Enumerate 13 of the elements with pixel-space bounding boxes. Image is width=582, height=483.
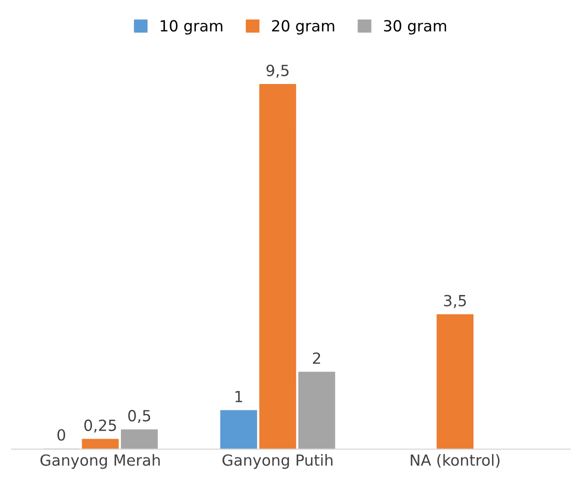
legend-label: 20 gram [272,20,334,35]
legend-label: 30 gram [384,20,446,35]
data-label: 0,25 [84,420,116,433]
data-label: 0 [57,429,66,441]
x-tick-label: Ganyong Putih [222,454,332,469]
data-label: 3,5 [444,294,466,308]
data-label: 0,5 [128,410,150,424]
x-tick-label: Ganyong Merah [40,454,160,469]
x-tick-label: NA (kontrol) [410,454,500,468]
data-label: 1 [235,390,242,402]
data-label: 2 [312,352,320,364]
data-label: 9,5 [266,64,289,78]
legend-label: 10 gram [160,20,222,35]
